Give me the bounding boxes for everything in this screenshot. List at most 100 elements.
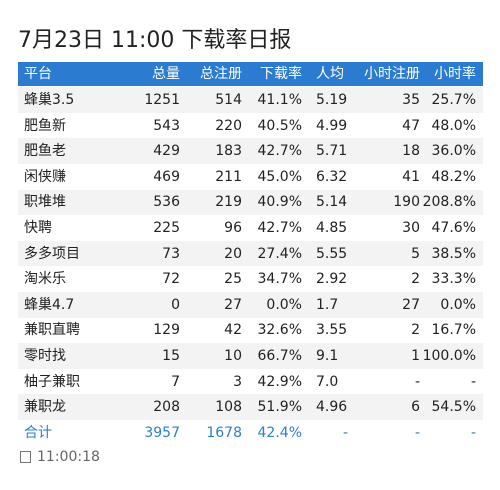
table-cell: 多多项目 [24, 245, 80, 262]
table-cell: 48.0% [431, 117, 476, 134]
table-cell: 45.0% [257, 168, 302, 185]
footer: 11:00:18 [20, 449, 100, 465]
table-cell: 闲侠赚 [24, 168, 66, 185]
table-cell: 41 [402, 168, 420, 185]
table-cell: 1678 [206, 424, 242, 441]
table-cell: 总量 [152, 66, 180, 82]
table-cell: 下载率 [260, 66, 302, 82]
table-cell: 职堆堆 [24, 194, 66, 211]
table-row: 快聘 225 96 42.7% 4.85 30 47.6% [18, 215, 483, 241]
table-row: 多多项目 73 20 27.4% 5.55 5 38.5% [18, 240, 483, 267]
table-cell: - [470, 373, 476, 390]
table-cell: 469 [153, 168, 180, 185]
table-cell: 4.96 [316, 399, 348, 416]
table-cell: 20 [224, 245, 242, 262]
table-cell: - [414, 424, 420, 441]
table-cell: 34.7% [257, 271, 302, 288]
table-row: 闲侠赚 469 211 45.0% 6.32 41 48.2% [18, 164, 483, 190]
table-cell: 5.14 [316, 194, 348, 211]
table-cell: 208 [153, 399, 180, 416]
table-cell: 129 [153, 322, 180, 339]
table-cell: 5.19 [316, 91, 348, 108]
header-row: 平台 总量 总注册 下载率 人均 小时注册 小时率 [18, 62, 483, 86]
table-row: 肥鱼老 429 183 42.7% 5.71 18 36.0% [18, 138, 483, 164]
table-cell: 183 [215, 143, 242, 160]
table-cell: 0.0% [266, 296, 302, 313]
table-cell: 27.4% [257, 245, 302, 262]
table-cell: 32.6% [257, 322, 302, 339]
table-cell: 7 [171, 373, 180, 390]
table-cell: 536 [153, 194, 180, 211]
total-row: 合计 3957 1678 42.4% - - - [18, 420, 483, 446]
table-cell: 零时找 [24, 347, 66, 364]
table-cell: 人均 [316, 66, 344, 82]
table-cell: 42.9% [257, 373, 302, 390]
table-cell: 5.71 [316, 143, 348, 160]
table-cell: 3.55 [316, 322, 348, 339]
table-cell: 7.0 [316, 373, 339, 390]
table-cell: 总注册 [200, 66, 242, 82]
table-cell: 429 [153, 143, 180, 160]
table-cell: 3957 [144, 424, 180, 441]
table-cell: 10 [224, 347, 242, 364]
table-cell: 肥鱼老 [24, 143, 66, 160]
table-cell: 4.99 [316, 117, 348, 134]
table-cell: 208.8% [422, 194, 476, 211]
table-cell: 小时率 [434, 66, 476, 82]
table-cell: 48.2% [431, 168, 476, 185]
table-cell: 6.32 [316, 168, 348, 185]
table-cell: 42 [224, 322, 242, 339]
table-cell: 42.7% [257, 219, 302, 236]
table-cell: 1251 [144, 91, 180, 108]
table-cell: 36.0% [431, 143, 476, 160]
table-row: 柚子兼职 7 3 42.9% 7.0 - - [18, 368, 483, 395]
table-cell: 220 [215, 117, 242, 134]
table-cell: 0 [171, 296, 180, 313]
table-cell: 15 [162, 347, 180, 364]
table-cell: 33.3% [431, 271, 476, 288]
table-cell: 47.6% [431, 219, 476, 236]
table-cell: 兼职直聘 [24, 322, 80, 339]
clock-icon [20, 451, 31, 463]
table-cell: 30 [402, 219, 420, 236]
table-cell: 5 [411, 245, 420, 262]
table-cell: 42.4% [257, 424, 302, 441]
table-cell: 66.7% [257, 347, 302, 364]
table-row: 肥鱼新 543 220 40.5% 4.99 47 48.0% [18, 112, 483, 139]
table-cell: 16.7% [431, 322, 476, 339]
table-cell: 1.7 [316, 296, 339, 313]
table-cell: 1 [411, 347, 420, 364]
table-cell: 肥鱼新 [24, 117, 66, 134]
table-cell: 4.85 [316, 219, 348, 236]
table-cell: 35 [402, 91, 420, 108]
table-row: 蜂巢4.7 0 27 0.0% 1.7 27 0.0% [18, 292, 483, 318]
table-cell: 18 [402, 143, 420, 160]
table-cell: 40.9% [257, 194, 302, 211]
table-cell: - [414, 373, 420, 390]
table-cell: 6 [411, 399, 420, 416]
table-cell: 27 [402, 296, 420, 313]
table-cell: 190 [393, 194, 420, 211]
table-cell: 平台 [24, 66, 52, 82]
table-cell: 27 [224, 296, 242, 313]
table-row: 兼职龙 208 108 51.9% 4.96 6 54.5% [18, 394, 483, 420]
table-cell: 219 [215, 194, 242, 211]
table-cell: 2.92 [316, 271, 348, 288]
table-cell: 3 [233, 373, 242, 390]
table-cell: 柚子兼职 [24, 373, 80, 390]
report-title: 7月23日 11:00 下载率日报 [18, 28, 292, 53]
table-cell: 快聘 [24, 219, 52, 236]
table-cell: 42.7% [257, 143, 302, 160]
table-cell: 41.1% [257, 91, 302, 108]
table-cell: 淘米乐 [24, 271, 66, 288]
table-cell: 2 [411, 271, 420, 288]
table-cell: 25 [224, 271, 242, 288]
table-row: 蜂巢3.5 1251 514 41.1% 5.19 35 25.7% [18, 87, 483, 113]
table-cell: 100.0% [422, 347, 476, 364]
table-cell: 514 [215, 91, 242, 108]
table-cell: 兼职龙 [24, 399, 66, 416]
table-cell: 47 [402, 117, 420, 134]
table-cell: - [342, 424, 348, 441]
table-cell: 9.1 [316, 347, 339, 364]
